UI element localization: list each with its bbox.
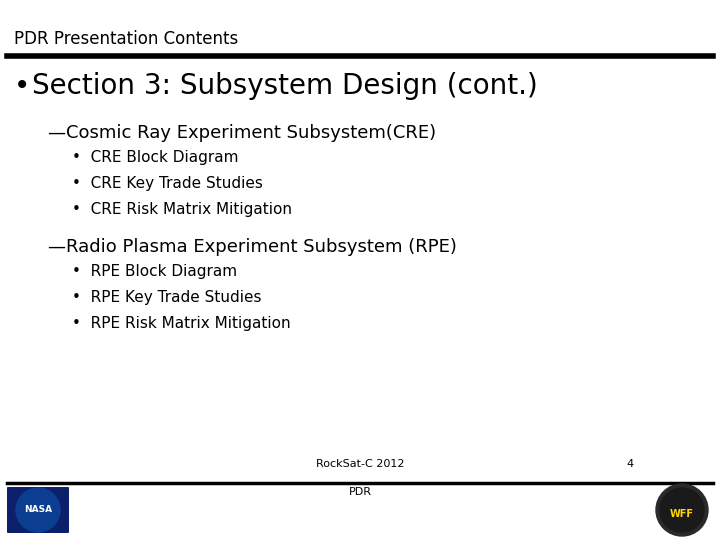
Text: —Cosmic Ray Experiment Subsystem(CRE): —Cosmic Ray Experiment Subsystem(CRE) (48, 124, 436, 142)
Text: —Radio Plasma Experiment Subsystem (RPE): —Radio Plasma Experiment Subsystem (RPE) (48, 238, 457, 256)
Text: PDR: PDR (348, 487, 372, 497)
Text: •  CRE Key Trade Studies: • CRE Key Trade Studies (72, 176, 263, 191)
Text: •  CRE Block Diagram: • CRE Block Diagram (72, 150, 238, 165)
Text: •  CRE Risk Matrix Mitigation: • CRE Risk Matrix Mitigation (72, 202, 292, 217)
FancyBboxPatch shape (7, 487, 69, 533)
Text: •  RPE Risk Matrix Mitigation: • RPE Risk Matrix Mitigation (72, 316, 291, 331)
Text: NASA: NASA (24, 505, 52, 515)
Text: WFF: WFF (670, 509, 694, 519)
Text: Section 3: Subsystem Design (cont.): Section 3: Subsystem Design (cont.) (32, 72, 538, 100)
Circle shape (656, 484, 708, 536)
Text: 4: 4 (626, 459, 634, 469)
Text: •  RPE Key Trade Studies: • RPE Key Trade Studies (72, 290, 261, 305)
Circle shape (660, 488, 704, 532)
Text: •  RPE Block Diagram: • RPE Block Diagram (72, 264, 237, 279)
Text: PDR Presentation Contents: PDR Presentation Contents (14, 30, 238, 48)
Text: RockSat-C 2012: RockSat-C 2012 (316, 459, 404, 469)
Text: •: • (14, 72, 30, 100)
Circle shape (16, 488, 60, 532)
